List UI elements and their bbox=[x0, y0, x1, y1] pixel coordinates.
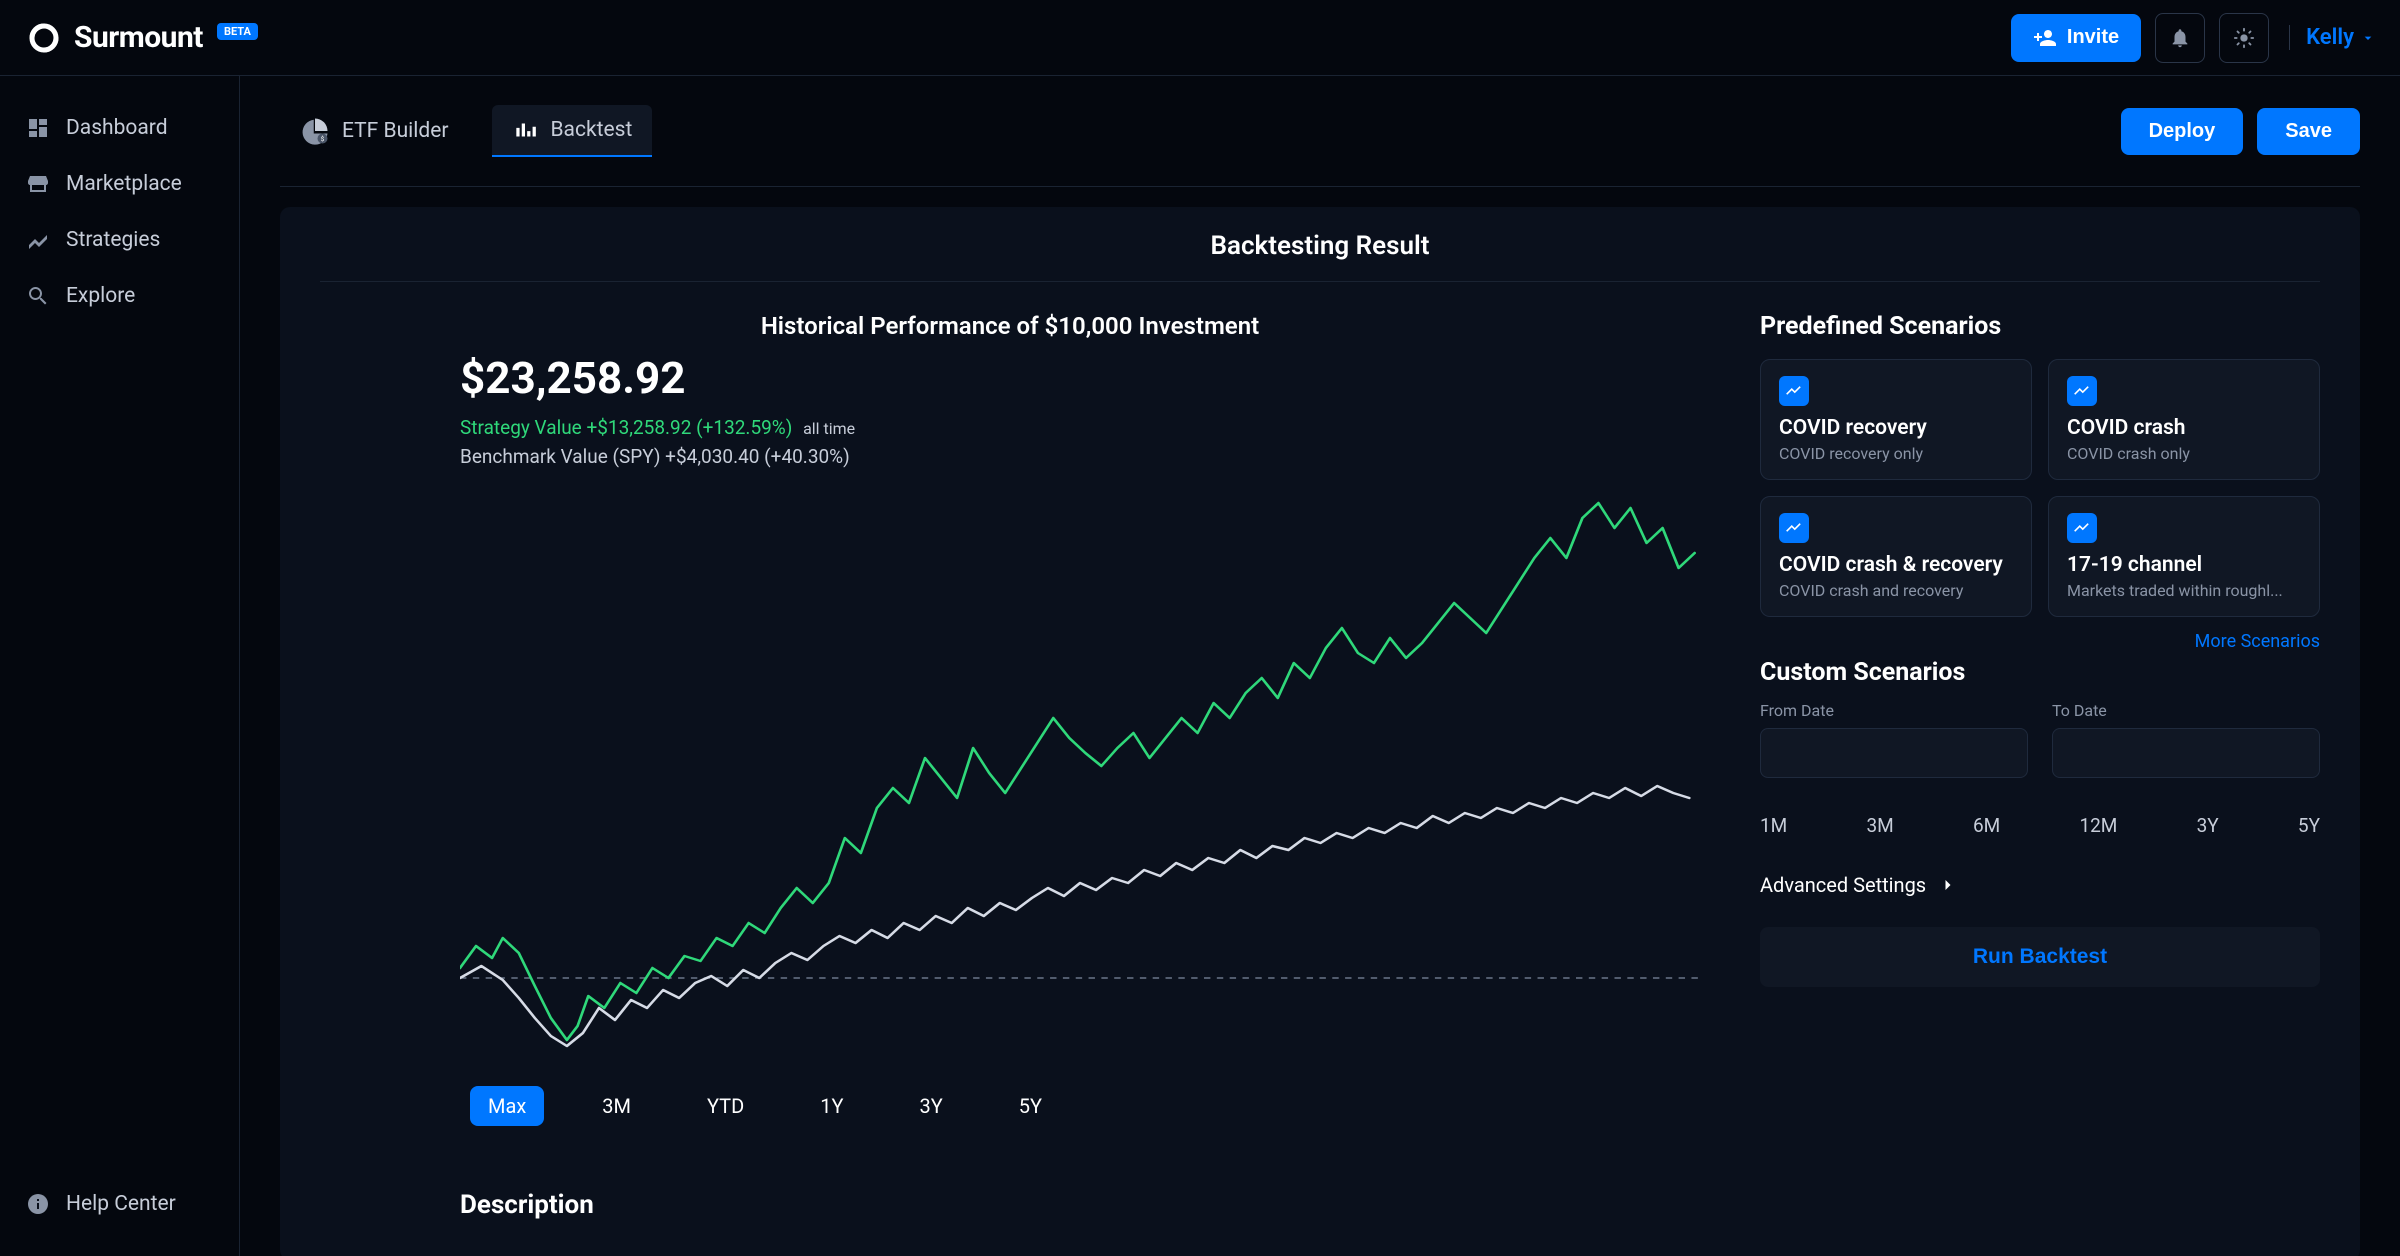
sidebar-item-label: Marketplace bbox=[66, 172, 182, 196]
from-date-field: From Date bbox=[1760, 701, 2028, 778]
trend-icon bbox=[1779, 376, 1809, 406]
svg-text:$: $ bbox=[321, 135, 325, 143]
main-content: $ ETF Builder Backtest Deploy Save Backt… bbox=[240, 76, 2400, 1256]
quick-range-selector: 1M 3M 6M 12M 3Y 5Y bbox=[1760, 814, 2320, 837]
page-tabs: $ ETF Builder Backtest Deploy Save bbox=[280, 76, 2360, 187]
quick-range-5y[interactable]: 5Y bbox=[2298, 814, 2320, 837]
chart-title: Historical Performance of $10,000 Invest… bbox=[320, 312, 1700, 340]
scenario-title: COVID crash bbox=[2067, 416, 2301, 440]
invite-icon bbox=[2033, 26, 2057, 50]
deploy-button[interactable]: Deploy bbox=[2121, 108, 2244, 155]
brand-logo[interactable]: Surmount BETA bbox=[24, 18, 258, 58]
range-pill-max[interactable]: Max bbox=[470, 1086, 544, 1126]
scenario-title: COVID crash & recovery bbox=[1779, 553, 2013, 577]
tab-label: ETF Builder bbox=[342, 119, 448, 143]
brand-name: Surmount bbox=[74, 20, 203, 55]
strategies-icon bbox=[26, 228, 50, 252]
panel-title: Backtesting Result bbox=[320, 231, 2320, 282]
scenario-title: 17-19 channel bbox=[2067, 553, 2301, 577]
advanced-settings-toggle[interactable]: Advanced Settings bbox=[1760, 873, 2320, 897]
range-pill-3y[interactable]: 3Y bbox=[901, 1086, 960, 1126]
scenario-subtitle: COVID crash and recovery bbox=[1779, 581, 2013, 600]
to-date-label: To Date bbox=[2052, 701, 2320, 720]
scenario-subtitle: Markets traded within roughl... bbox=[2067, 581, 2301, 600]
beta-badge: BETA bbox=[217, 23, 258, 40]
search-icon bbox=[26, 284, 50, 308]
to-date-input[interactable] bbox=[2052, 728, 2320, 778]
trend-icon bbox=[2067, 376, 2097, 406]
logo-icon bbox=[24, 18, 64, 58]
sidebar-item-label: Dashboard bbox=[66, 116, 168, 140]
scenario-card[interactable]: COVID recovery COVID recovery only bbox=[1760, 359, 2032, 480]
from-date-label: From Date bbox=[1760, 701, 2028, 720]
sun-icon bbox=[2233, 27, 2255, 49]
strategy-value-line: Strategy Value +$13,258.92 (+132.59%) al… bbox=[460, 416, 1700, 439]
dashboard-icon bbox=[26, 116, 50, 140]
user-menu[interactable]: Kelly bbox=[2289, 25, 2376, 50]
performance-chart bbox=[460, 488, 1700, 1068]
more-scenarios-link[interactable]: More Scenarios bbox=[1760, 631, 2320, 652]
tab-label: Backtest bbox=[550, 118, 632, 142]
tab-backtest[interactable]: Backtest bbox=[492, 105, 652, 157]
theme-toggle-button[interactable] bbox=[2219, 13, 2269, 63]
save-button[interactable]: Save bbox=[2257, 108, 2360, 155]
scenarios-grid: COVID recovery COVID recovery only COVID… bbox=[1760, 359, 2320, 617]
custom-scenarios-heading: Custom Scenarios bbox=[1760, 658, 2320, 687]
scenario-card[interactable]: 17-19 channel Markets traded within roug… bbox=[2048, 496, 2320, 617]
range-pill-1y[interactable]: 1Y bbox=[802, 1086, 861, 1126]
chevron-down-icon bbox=[2360, 30, 2376, 46]
scenario-title: COVID recovery bbox=[1779, 416, 2013, 440]
user-name: Kelly bbox=[2306, 25, 2354, 50]
scenario-subtitle: COVID crash only bbox=[2067, 444, 2301, 463]
range-pill-3m[interactable]: 3M bbox=[584, 1086, 649, 1126]
all-time-label: all time bbox=[803, 419, 855, 438]
scenarios-column: Predefined Scenarios COVID recovery COVI… bbox=[1760, 312, 2320, 1220]
quick-range-6m[interactable]: 6M bbox=[1973, 814, 2000, 837]
sidebar-item-help[interactable]: Help Center bbox=[26, 1192, 213, 1216]
sidebar-item-marketplace[interactable]: Marketplace bbox=[0, 156, 239, 212]
quick-range-1m[interactable]: 1M bbox=[1760, 814, 1787, 837]
invite-label: Invite bbox=[2067, 26, 2119, 49]
header: Surmount BETA Invite Kelly bbox=[0, 0, 2400, 76]
marketplace-icon bbox=[26, 172, 50, 196]
range-pill-5y[interactable]: 5Y bbox=[1001, 1086, 1060, 1126]
quick-range-3y[interactable]: 3Y bbox=[2197, 814, 2219, 837]
bell-icon bbox=[2169, 27, 2191, 49]
sidebar-item-label: Help Center bbox=[66, 1192, 176, 1216]
pie-icon: $ bbox=[300, 116, 330, 146]
from-date-input[interactable] bbox=[1760, 728, 2028, 778]
range-pill-ytd[interactable]: YTD bbox=[689, 1086, 762, 1126]
bar-chart-icon bbox=[512, 117, 538, 143]
tab-etf-builder[interactable]: $ ETF Builder bbox=[280, 104, 468, 158]
notifications-button[interactable] bbox=[2155, 13, 2205, 63]
trend-icon bbox=[1779, 513, 1809, 543]
sidebar-item-label: Strategies bbox=[66, 228, 160, 252]
portfolio-value: $23,258.92 bbox=[460, 352, 1700, 404]
info-icon bbox=[26, 1192, 50, 1216]
invite-button[interactable]: Invite bbox=[2011, 14, 2141, 62]
chart-column: Historical Performance of $10,000 Invest… bbox=[320, 312, 1700, 1220]
scenario-card[interactable]: COVID crash COVID crash only bbox=[2048, 359, 2320, 480]
trend-icon bbox=[2067, 513, 2097, 543]
predefined-scenarios-heading: Predefined Scenarios bbox=[1760, 312, 2320, 341]
sidebar-item-dashboard[interactable]: Dashboard bbox=[0, 100, 239, 156]
scenario-subtitle: COVID recovery only bbox=[1779, 444, 2013, 463]
chevron-right-icon bbox=[1938, 875, 1958, 895]
benchmark-value-line: Benchmark Value (SPY) +$4,030.40 (+40.30… bbox=[460, 445, 1700, 468]
sidebar: Dashboard Marketplace Strategies Explore bbox=[0, 76, 240, 1256]
time-range-selector: Max 3M YTD 1Y 3Y 5Y bbox=[470, 1086, 1700, 1126]
run-backtest-button[interactable]: Run Backtest bbox=[1760, 927, 2320, 987]
sidebar-item-explore[interactable]: Explore bbox=[0, 268, 239, 324]
sidebar-item-strategies[interactable]: Strategies bbox=[0, 212, 239, 268]
quick-range-3m[interactable]: 3M bbox=[1866, 814, 1893, 837]
backtest-panel: Backtesting Result Historical Performanc… bbox=[280, 207, 2360, 1256]
scenario-card[interactable]: COVID crash & recovery COVID crash and r… bbox=[1760, 496, 2032, 617]
to-date-field: To Date bbox=[2052, 701, 2320, 778]
quick-range-12m[interactable]: 12M bbox=[2079, 814, 2117, 837]
sidebar-item-label: Explore bbox=[66, 284, 135, 308]
description-heading: Description bbox=[460, 1190, 1700, 1220]
